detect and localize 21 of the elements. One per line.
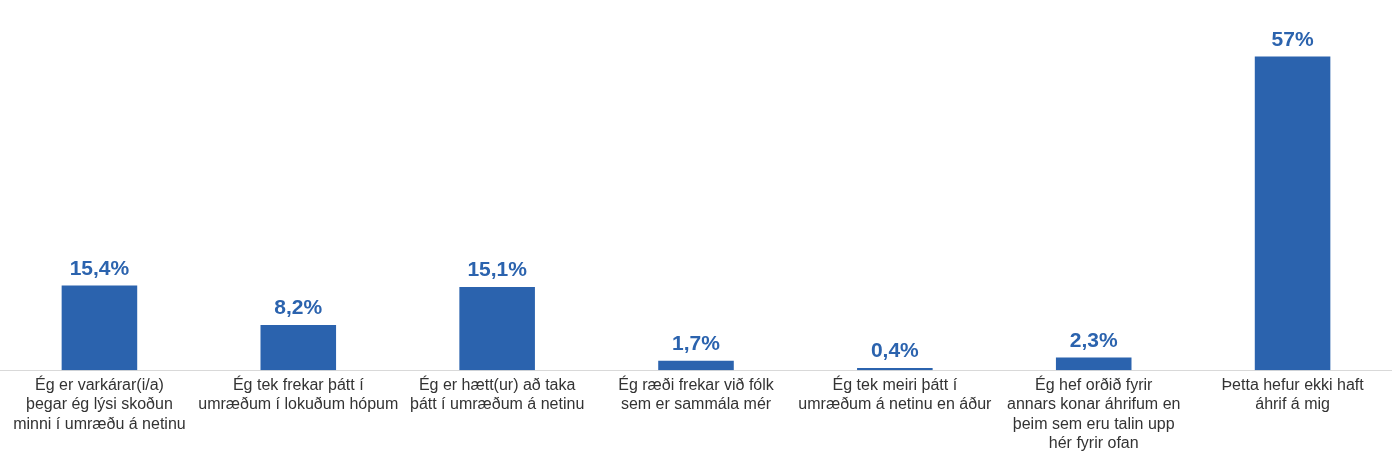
bar bbox=[1254, 56, 1331, 371]
data-label: 1,7% bbox=[672, 331, 721, 355]
x-tick-label: Þetta hefur ekki haft áhrif á mig bbox=[1221, 376, 1365, 413]
data-label: 0,4% bbox=[870, 338, 920, 362]
bar bbox=[61, 285, 138, 371]
bar bbox=[260, 325, 337, 371]
x-tick-label: Ég er hætt(ur) að taka þátt í umræðum á netinu bbox=[409, 375, 585, 413]
bar bbox=[459, 287, 535, 371]
bar bbox=[1055, 357, 1132, 371]
bar bbox=[658, 360, 734, 371]
data-label: 2,3% bbox=[1069, 327, 1118, 351]
data-label: 8,2% bbox=[274, 295, 323, 319]
x-tick-label: Ég tek frekar þátt í umræðum í lokuðum hópum bbox=[198, 375, 399, 413]
bar bbox=[857, 368, 933, 371]
data-label: 15,1% bbox=[467, 257, 528, 281]
x-tick-label: Ég tek meiri þátt í umræðum á netinu en áður bbox=[798, 375, 993, 413]
data-label: 15,4% bbox=[69, 255, 130, 279]
x-tick-label: Ég er varkárar(i/a) þegar ég lýsi skoðun minni í umræðu á netinu bbox=[13, 375, 186, 432]
data-label: 57% bbox=[1271, 26, 1314, 50]
x-tick-label: Ég ræði frekar við fólk sem er sammála mér bbox=[618, 375, 775, 413]
x-tick-label: Ég hef orðið fyrir annars konar áhrifum en þeim sem eru talin upp hér fyrir ofan bbox=[1007, 375, 1181, 451]
